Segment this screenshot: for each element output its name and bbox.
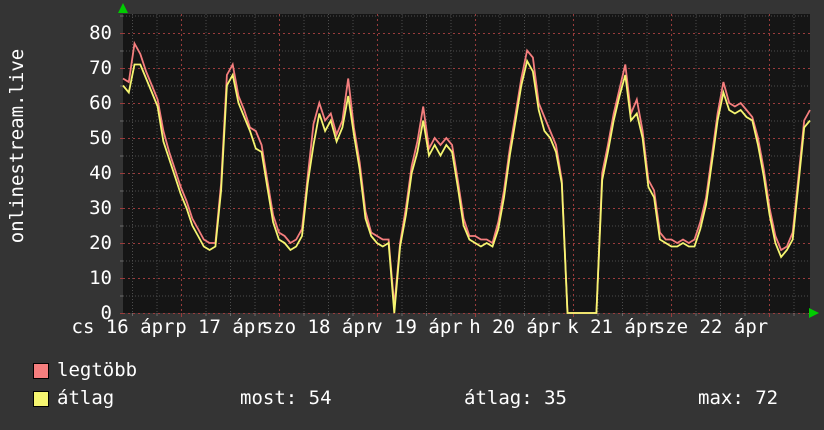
y-axis-label: 20 xyxy=(89,232,112,254)
stat-max: max: 72 xyxy=(698,387,779,409)
x-axis-label: szo 18 ápr xyxy=(261,316,377,338)
stat-most: most: 54 xyxy=(240,387,332,409)
y-axis-label: 0 xyxy=(100,302,112,324)
atlag-label: átlag xyxy=(57,387,115,409)
series-legtobb-line xyxy=(122,40,811,314)
y-axis-label: 10 xyxy=(89,267,112,289)
y-axis-label: 30 xyxy=(89,197,112,219)
series-atlag-line xyxy=(122,58,811,314)
x-axis-label: k 21 ápr xyxy=(567,316,659,338)
legtobb-label: legtöbb xyxy=(57,359,138,381)
plot-area xyxy=(123,14,810,313)
y-axis-label: 70 xyxy=(89,57,112,79)
y-axis-label: 60 xyxy=(89,92,112,114)
x-axis-label: v 19 ápr xyxy=(371,316,463,338)
stat-atlag: átlag: 35 xyxy=(464,387,567,409)
x-axis-label: p 17 ápr xyxy=(175,316,267,338)
x-axis-label: h 20 ápr xyxy=(469,316,561,338)
x-axis-label: cs 16 ápr xyxy=(71,316,175,338)
x-axis-right-arrow-icon xyxy=(809,308,819,318)
axis-ticks xyxy=(120,15,795,317)
atlag-color-swatch xyxy=(33,391,49,407)
y-axis-label: 80 xyxy=(89,22,112,44)
y-axis-label: 50 xyxy=(89,127,112,149)
y-axis-up-arrow-icon xyxy=(118,3,128,13)
y-axis-label: 40 xyxy=(89,162,112,184)
x-axis-label: sze 22 ápr xyxy=(653,316,769,338)
legtobb-color-swatch xyxy=(33,363,49,379)
